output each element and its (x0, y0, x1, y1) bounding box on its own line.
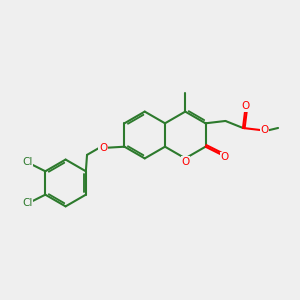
Text: O: O (260, 125, 269, 135)
Text: O: O (221, 152, 229, 162)
Text: O: O (241, 101, 249, 111)
Text: O: O (181, 157, 189, 167)
Text: Cl: Cl (22, 199, 32, 208)
Text: O: O (99, 143, 107, 153)
Text: Cl: Cl (22, 158, 32, 167)
